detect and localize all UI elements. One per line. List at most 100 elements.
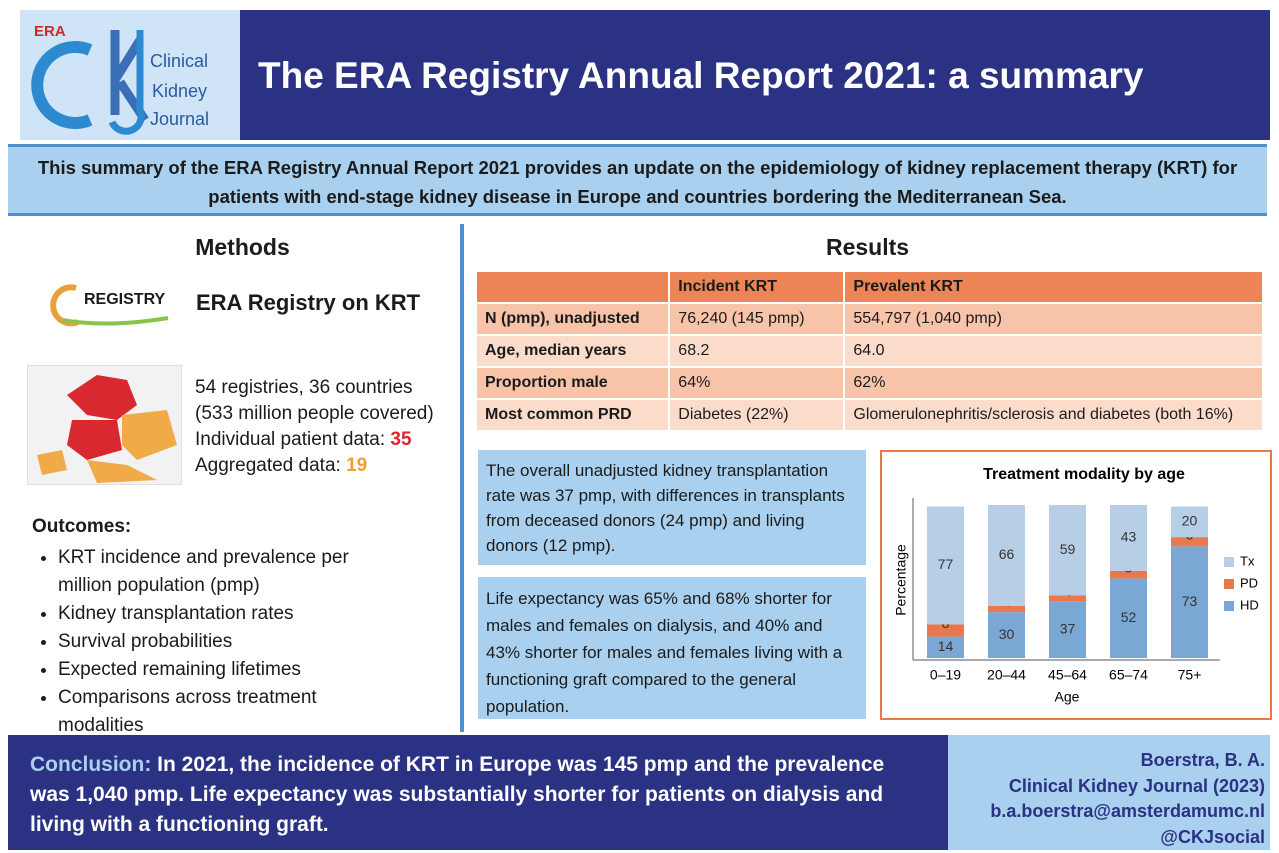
- chart-title: Treatment modality by age: [983, 466, 1185, 483]
- data-label: 66: [999, 546, 1015, 562]
- logo-journal: Journal: [150, 109, 209, 129]
- data-label: 43: [1121, 529, 1137, 545]
- table-header-cell: Prevalent KRT: [844, 272, 1264, 304]
- stat-value: 19: [346, 455, 368, 476]
- y-axis-label: Percentage: [893, 544, 909, 616]
- registry-title: ERA Registry on KRT: [196, 290, 421, 315]
- logo-era: ERA: [34, 23, 66, 40]
- table-row: Proportion male 64% 62%: [477, 367, 1264, 400]
- legend-label: HD: [1240, 597, 1259, 612]
- bar-segment: [1171, 546, 1208, 658]
- chart-frame: [880, 450, 1272, 720]
- logo-journal: Kidney: [152, 81, 207, 101]
- x-axis-label: Age: [1055, 689, 1080, 705]
- divider: [460, 224, 464, 732]
- x-tick-label: 45–64: [1048, 667, 1087, 683]
- outcome-item: Expected remaining lifetimes: [58, 656, 378, 684]
- x-tick-label: 65–74: [1109, 667, 1148, 683]
- summary: This summary of the ERA Registry Annual …: [8, 144, 1267, 216]
- results-table: Incident KRT Prevalent KRT N (pmp), unadju…: [477, 272, 1264, 432]
- stat-value: 35: [390, 429, 412, 450]
- table-cell: 76,240 (145 pmp): [669, 303, 846, 336]
- text-box: The overall unadjusted kidney transplant…: [478, 450, 866, 565]
- table-cell: Most common PRD: [477, 399, 671, 432]
- table-cell: 62%: [844, 367, 1264, 400]
- citation: Boerstra, B. A. Clinical Kidney Journal (…: [950, 748, 1265, 850]
- bar-segment: [1049, 505, 1086, 596]
- bar-segment: [1110, 578, 1147, 658]
- legend-swatch: [1224, 579, 1234, 589]
- stat-line: Aggregated data: 19: [195, 453, 434, 479]
- citation-line: Boerstra, B. A.: [1140, 750, 1265, 770]
- stat-line: (533 million people covered): [195, 403, 434, 424]
- conclusion-label: Conclusion:: [30, 753, 152, 776]
- logo-journal: Clinical: [150, 51, 208, 71]
- chart: Treatment modality by age Percentage Per…: [893, 466, 1259, 705]
- outcomes-heading: Outcomes:: [32, 516, 132, 537]
- legend-label: PD: [1240, 575, 1258, 590]
- outcome-item: Survival probabilities: [58, 628, 378, 656]
- outcome-item: Kidney transplantation rates: [58, 600, 378, 628]
- table-cell: Diabetes (22%): [669, 399, 846, 432]
- table-cell: Glomerulonephritis/sclerosis and diabete…: [844, 399, 1264, 432]
- bar-segment: [1171, 537, 1208, 547]
- registry-logo: REGISTRY: [50, 284, 169, 327]
- bar-segment: [927, 506, 964, 625]
- results-heading: Results: [825, 234, 910, 260]
- title-band: [240, 10, 1270, 140]
- methods-heading: Methods: [195, 234, 290, 260]
- stats: 54 registries, 36 countries (533 million…: [195, 375, 434, 479]
- table-header-cell: Incident KRT: [669, 272, 846, 304]
- bar-segment: [927, 624, 964, 637]
- table-row: Age, median years 68.2 64.0: [477, 335, 1264, 368]
- citation-line: b.a.boerstra@amsterdamumc.nl: [990, 801, 1265, 821]
- outcome-item: Comparisons across treatment modalities: [58, 684, 378, 740]
- table-cell: 554,797 (1,040 pmp): [844, 303, 1264, 336]
- data-label: 30: [999, 626, 1015, 642]
- table-row: N (pmp), unadjusted 76,240 (145 pmp) 554,7…: [477, 303, 1264, 336]
- table-cell: Age, median years: [477, 335, 671, 368]
- data-label: 52: [1121, 609, 1137, 625]
- table-cell: 64.0: [844, 335, 1264, 368]
- data-label: 37: [1060, 620, 1076, 636]
- legend-swatch: [1224, 601, 1234, 611]
- x-tick-label: 75+: [1178, 667, 1202, 683]
- title: The ERA Registry Annual Report 2021: a s…: [258, 55, 1144, 96]
- stat-label: Aggregated data:: [195, 455, 347, 476]
- data-label: 77: [938, 556, 954, 572]
- data-label: 59: [1060, 541, 1076, 557]
- table-header-cell: [477, 272, 671, 304]
- bar-segment: [1110, 570, 1147, 579]
- bar-segment: [988, 612, 1025, 658]
- bar-segment: [1110, 505, 1147, 571]
- conclusion-band: [8, 735, 948, 850]
- data-label: 73: [1182, 593, 1198, 609]
- table-header-row: Incident KRT Prevalent KRT: [477, 272, 1264, 304]
- table-cell: 68.2: [669, 335, 846, 368]
- data-label: 14: [938, 638, 954, 654]
- stat-label: Individual patient data:: [195, 429, 391, 450]
- bar-segment: [988, 605, 1025, 613]
- bar-segment: [1049, 595, 1086, 602]
- outcomes-list: KRT incidence and prevalence per million…: [36, 544, 378, 740]
- outcome-item: KRT incidence and prevalence per million…: [58, 544, 378, 600]
- table-cell: N (pmp), unadjusted: [477, 303, 671, 336]
- data-label: 20: [1182, 513, 1198, 529]
- legend-swatch: [1224, 557, 1234, 567]
- citation-line: @CKJsocial: [1160, 826, 1265, 847]
- table-row: Most common PRD Diabetes (22%) Glomerulone…: [477, 399, 1264, 432]
- text-box: Life expectancy was 65% and 68% shorter …: [478, 577, 866, 719]
- bar-segment: [988, 505, 1025, 606]
- bar-segment: [927, 636, 964, 658]
- bar-segment: [1171, 506, 1208, 538]
- table-cell: 64%: [669, 367, 846, 400]
- x-tick-label: 20–44: [987, 667, 1026, 683]
- legend-label: Tx: [1240, 553, 1255, 568]
- citation-line: Clinical Kidney Journal (2023): [1008, 775, 1265, 796]
- logo-panel: ERA Clinical Kidney Journal: [20, 10, 240, 140]
- table-cell: Proportion male: [477, 367, 671, 400]
- stat-line: 54 registries, 36 countries: [195, 377, 413, 398]
- map: [27, 365, 182, 485]
- stat-line: Individual patient data: 35: [195, 427, 434, 453]
